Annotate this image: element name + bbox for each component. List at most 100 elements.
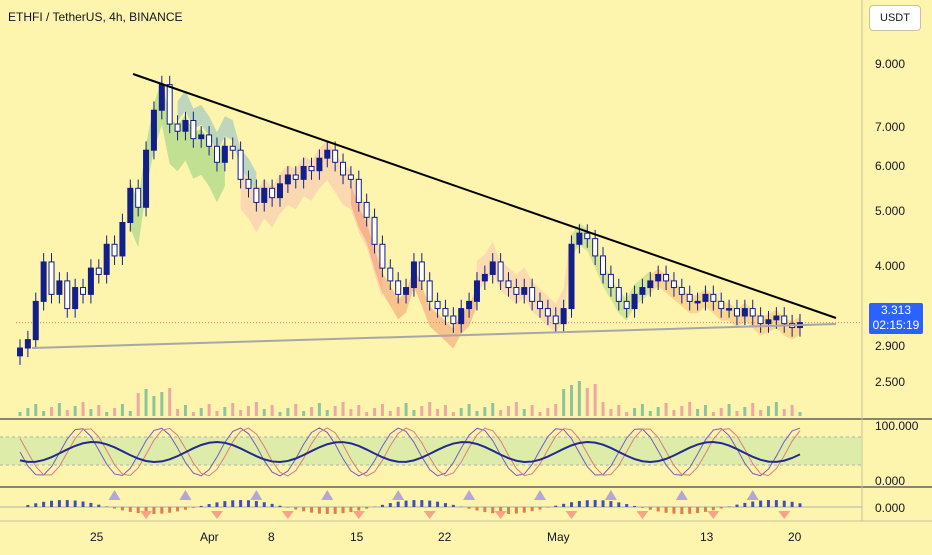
momentum-bar (137, 507, 140, 513)
momentum-bar (318, 507, 321, 514)
rsi-tick: 100.000 (875, 419, 919, 433)
candle-body (419, 262, 424, 281)
candle-body (687, 294, 692, 301)
candle-body (451, 316, 456, 324)
volume-bar (160, 392, 163, 416)
momentum-bar (649, 507, 652, 510)
momentum-bar (420, 500, 423, 507)
currency-button[interactable]: USDT (869, 5, 921, 31)
momentum-bar (129, 507, 132, 512)
candle-body (246, 179, 251, 188)
momentum-bar (688, 507, 691, 514)
candle-body (262, 188, 267, 202)
volume-bar (373, 408, 376, 416)
momentum-bar (751, 501, 754, 507)
volume-bar (791, 405, 794, 416)
candle-body (309, 166, 314, 170)
candle-body (711, 294, 716, 301)
candle-body (96, 268, 101, 274)
volume-bar (728, 404, 731, 416)
candle-body (482, 274, 487, 280)
momentum-bar (633, 506, 636, 507)
volume-bar (263, 409, 266, 416)
volume-bar (799, 412, 802, 416)
candle-body (199, 135, 204, 139)
volume-bar (665, 403, 668, 416)
candle-body (766, 320, 771, 324)
volume-bar (152, 396, 155, 416)
candle-body (608, 274, 613, 287)
candle-body (459, 309, 464, 324)
momentum-bar (412, 500, 415, 507)
volume-bar (720, 408, 723, 416)
volume-bar (657, 407, 660, 416)
last-price-tag: 3.313 02:15:19 (869, 303, 923, 334)
momentum-bar (215, 502, 218, 507)
momentum-bar (696, 507, 699, 513)
momentum-bar (26, 505, 29, 507)
momentum-bar (523, 507, 526, 513)
candle-body (372, 217, 377, 244)
momentum-bar (89, 503, 92, 507)
momentum-bar (97, 505, 100, 507)
momentum-bar (578, 501, 581, 507)
momentum-bar (539, 507, 542, 510)
candle-body (664, 274, 669, 280)
date-label: 15 (350, 530, 364, 544)
candle-body (285, 175, 290, 184)
candle-body (254, 188, 259, 202)
volume-bar (121, 404, 124, 416)
candle-body (427, 281, 432, 301)
candle-body (175, 124, 180, 131)
momentum-bar (326, 507, 329, 514)
volume-bar (444, 405, 447, 416)
momentum-bar (602, 500, 605, 507)
momentum-bar (208, 504, 211, 507)
rsi-tick: 0.000 (875, 474, 905, 488)
candle-body (656, 274, 661, 280)
candle-body (333, 150, 338, 162)
candle-body (585, 233, 590, 239)
volume-bar (712, 412, 715, 416)
volume-bar (145, 389, 148, 416)
volume-bar (26, 408, 29, 416)
volume-bar (200, 408, 203, 416)
candle-body (238, 150, 243, 179)
candle-body (25, 340, 30, 348)
volume-bar (19, 412, 22, 416)
volume-bar (562, 389, 565, 416)
volume-bar (334, 406, 337, 416)
momentum-bar (160, 507, 163, 514)
candle-body (553, 316, 558, 324)
candle-body (640, 288, 645, 295)
volume-bar (247, 406, 250, 416)
volume-bar (452, 412, 455, 416)
momentum-bar (452, 505, 455, 507)
momentum-bar (570, 502, 573, 507)
candle-body (144, 150, 149, 207)
momentum-bar (397, 502, 400, 507)
volume-bar (137, 393, 140, 416)
candle-body (538, 301, 543, 308)
candle-body (270, 188, 275, 197)
candle-body (214, 146, 219, 162)
candle-body (136, 188, 141, 207)
momentum-bar (554, 506, 557, 507)
momentum-bar (349, 507, 352, 512)
momentum-bar (483, 507, 486, 512)
candle-body (648, 281, 653, 288)
volume-bar (113, 408, 116, 416)
date-label: 20 (788, 530, 802, 544)
candle-body (561, 309, 566, 324)
bar-countdown: 02:15:19 (869, 318, 923, 333)
volume-bar (271, 405, 274, 416)
candle-body (593, 239, 598, 256)
price-tick: 2.900 (875, 339, 905, 353)
momentum-bar (759, 501, 762, 507)
momentum-bar (365, 507, 368, 509)
momentum-bar (168, 507, 171, 513)
volume-bar (58, 403, 61, 416)
candle-body (41, 262, 46, 301)
candle-body (151, 110, 156, 150)
